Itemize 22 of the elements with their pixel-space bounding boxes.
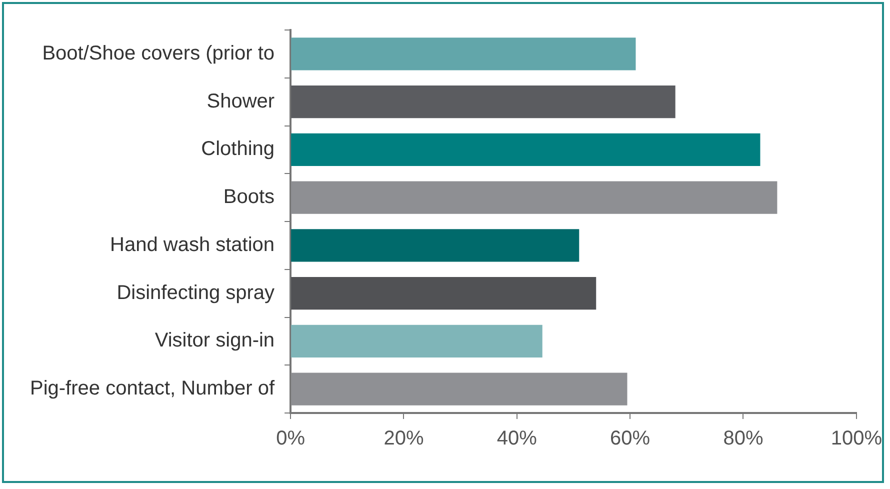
x-tick-label: 20%: [384, 428, 424, 450]
y-tick-label: Boots: [223, 186, 275, 208]
y-tick-label: Boot/Shoe covers (prior to: [42, 42, 275, 64]
x-tick-label: 40%: [496, 428, 538, 450]
bar: [291, 38, 636, 70]
x-tick-label: 100%: [830, 428, 882, 450]
bar: [291, 86, 676, 118]
y-tick-label: Hand wash station: [110, 234, 275, 256]
bar: [291, 372, 628, 406]
y-tick-label: Clothing: [201, 138, 275, 160]
y-tick-label: Pig-free contact, Number of: [30, 378, 275, 400]
y-tick-label: Visitor sign-in: [154, 330, 275, 352]
x-tick-label: 80%: [723, 428, 764, 450]
x-tick-label: 0%: [276, 428, 306, 450]
bar: [291, 277, 596, 310]
y-tick-label: Disinfecting spray: [116, 282, 275, 304]
y-tick-label: Shower: [206, 90, 275, 112]
bar: [291, 181, 778, 214]
x-tick-label: 60%: [610, 428, 650, 450]
bar: [291, 133, 760, 166]
bar: [291, 229, 580, 262]
bar: [291, 324, 542, 358]
